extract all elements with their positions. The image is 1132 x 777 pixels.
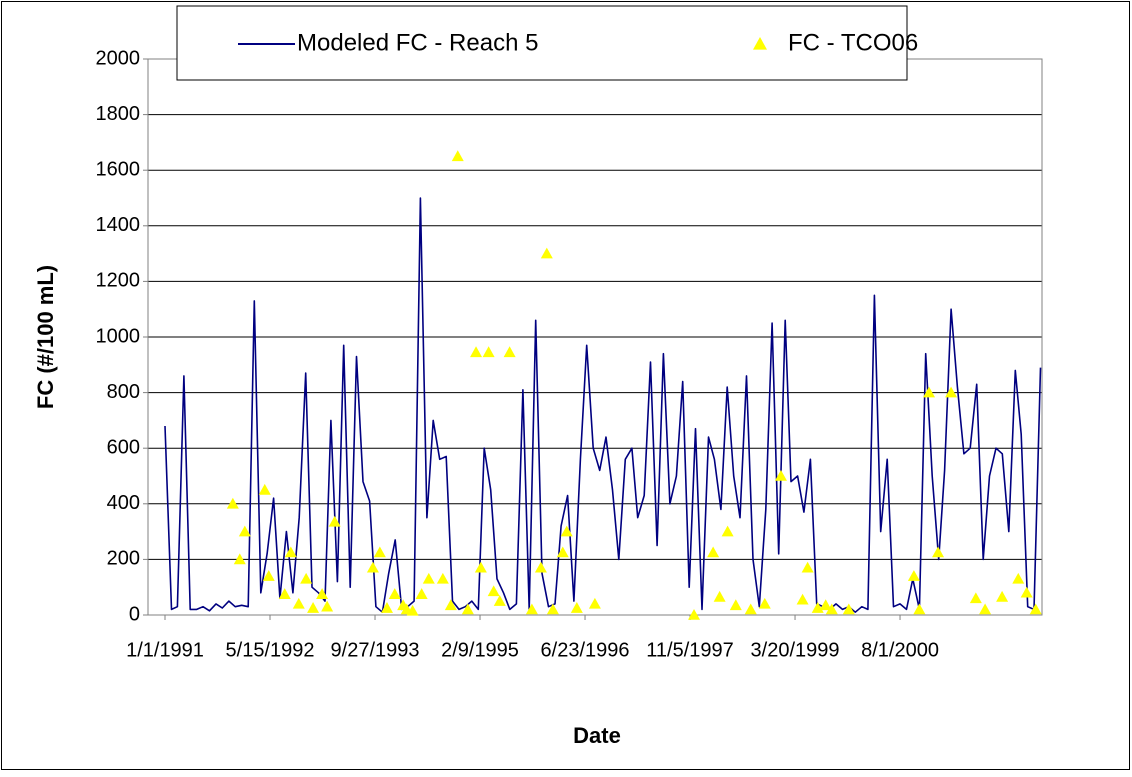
data-point bbox=[801, 561, 814, 573]
data-point bbox=[811, 602, 824, 613]
data-point bbox=[774, 470, 787, 481]
data-point bbox=[721, 525, 734, 537]
data-point bbox=[913, 603, 926, 615]
data-point bbox=[525, 603, 538, 615]
legend-symbol bbox=[753, 37, 767, 50]
legend-label: Modeled FC - Reach 5 bbox=[297, 29, 538, 56]
x-tick-label: 8/1/2000 bbox=[861, 639, 939, 661]
x-tick-label: 9/27/1993 bbox=[331, 639, 420, 661]
data-point bbox=[388, 588, 401, 599]
data-point bbox=[503, 346, 516, 358]
data-point bbox=[487, 585, 500, 597]
data-point bbox=[996, 590, 1009, 602]
x-tick-label: 11/5/1997 bbox=[646, 639, 734, 661]
data-point bbox=[238, 525, 251, 537]
data-point bbox=[300, 572, 313, 584]
data-point bbox=[729, 599, 742, 611]
data-point bbox=[278, 588, 291, 599]
data-point bbox=[307, 602, 320, 613]
data-point bbox=[451, 150, 464, 162]
data-point bbox=[461, 603, 474, 615]
x-tick-label: 2/9/1995 bbox=[441, 639, 519, 661]
data-point bbox=[284, 546, 297, 558]
data-point bbox=[444, 599, 457, 611]
data-point bbox=[570, 602, 583, 613]
data-point bbox=[979, 603, 992, 615]
y-tick-label: 1000 bbox=[96, 325, 141, 347]
y-tick-label: 400 bbox=[107, 492, 140, 514]
y-tick-label: 1600 bbox=[96, 158, 141, 180]
x-tick-label: 5/15/1992 bbox=[226, 639, 315, 661]
data-point bbox=[560, 525, 573, 537]
data-point bbox=[819, 599, 832, 611]
data-point bbox=[796, 593, 809, 605]
y-tick-label: 200 bbox=[107, 548, 140, 570]
data-point bbox=[328, 515, 341, 527]
data-point bbox=[233, 553, 246, 565]
data-point bbox=[969, 592, 982, 604]
y-tick-label: 2000 bbox=[96, 47, 141, 69]
x-tick-label: 1/1/1991 bbox=[126, 639, 204, 661]
x-axis-title: Date bbox=[573, 723, 621, 748]
data-point bbox=[316, 588, 329, 599]
data-point bbox=[713, 590, 726, 602]
data-point bbox=[825, 603, 838, 615]
data-line bbox=[164, 197, 1042, 613]
data-point bbox=[945, 386, 958, 398]
y-tick-label: 1400 bbox=[96, 214, 141, 236]
y-tick-label: 1800 bbox=[96, 103, 141, 125]
data-point bbox=[907, 570, 920, 581]
x-tick-label: 3/20/1999 bbox=[751, 639, 840, 661]
data-point bbox=[380, 602, 393, 613]
data-point bbox=[258, 483, 271, 495]
data-point bbox=[707, 546, 720, 558]
data-point bbox=[842, 603, 855, 615]
data-point bbox=[366, 561, 379, 573]
data-point bbox=[1012, 572, 1025, 584]
data-point bbox=[422, 572, 435, 584]
data-point bbox=[292, 597, 305, 609]
legend-label: FC - TCO06 bbox=[788, 29, 918, 56]
data-point bbox=[758, 597, 771, 609]
data-point bbox=[588, 597, 601, 609]
data-point bbox=[493, 595, 506, 606]
data-point bbox=[556, 546, 569, 558]
data-point bbox=[688, 609, 701, 620]
data-point bbox=[474, 561, 487, 573]
data-point bbox=[373, 546, 386, 558]
data-point bbox=[262, 570, 275, 581]
data-point bbox=[470, 346, 483, 358]
data-point bbox=[744, 603, 757, 615]
data-point bbox=[534, 561, 547, 573]
data-point bbox=[1029, 603, 1042, 615]
data-point bbox=[415, 588, 428, 599]
y-axis-title: FC (#/100 mL) bbox=[33, 265, 58, 409]
y-tick-label: 0 bbox=[129, 603, 140, 625]
y-tick-label: 800 bbox=[107, 381, 140, 403]
data-point bbox=[546, 603, 559, 615]
data-point bbox=[406, 604, 419, 616]
data-point bbox=[436, 572, 449, 584]
data-point bbox=[932, 546, 945, 558]
y-tick-label: 600 bbox=[107, 436, 140, 458]
data-point bbox=[482, 346, 495, 358]
data-point bbox=[923, 386, 936, 398]
data-point bbox=[540, 247, 553, 259]
legend-box bbox=[176, 5, 908, 81]
data-point bbox=[1020, 586, 1033, 598]
x-tick-label: 6/23/1996 bbox=[541, 639, 630, 661]
y-tick-label: 1200 bbox=[96, 270, 141, 292]
data-point bbox=[226, 497, 239, 509]
data-point bbox=[321, 600, 334, 612]
